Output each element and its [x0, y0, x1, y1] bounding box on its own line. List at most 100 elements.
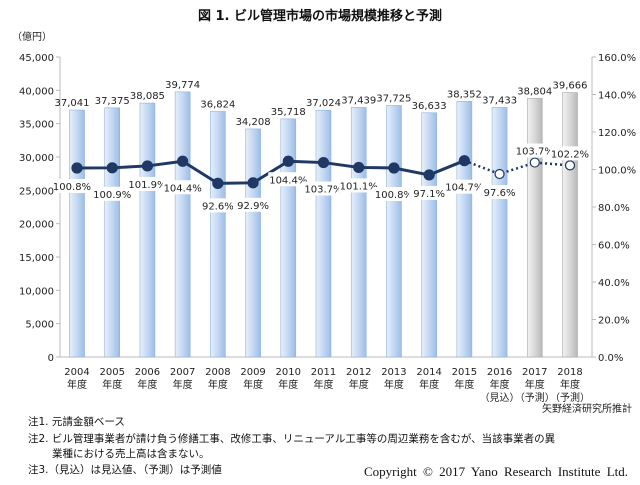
growth-point-2009 [247, 177, 259, 189]
y2-tick-label: 80.0% [598, 203, 630, 214]
growth-point-2006 [141, 160, 154, 172]
y2-tick-label: 140.0% [598, 91, 636, 102]
bar-2013 [386, 105, 402, 358]
growth-point-2014 [423, 169, 435, 181]
label-bg [479, 185, 520, 199]
bar-value-label: 39,774 [165, 80, 200, 91]
bar-value-label: 38,804 [517, 86, 552, 97]
growth-value-label: 97.6% [484, 188, 516, 199]
bar-2008 [210, 111, 226, 358]
x-tick-label: 2009 [240, 367, 265, 378]
label-bg [514, 143, 555, 158]
y-tick-label: 5,000 [25, 320, 54, 331]
bar-value-label: 38,352 [447, 89, 482, 100]
bar-2014 [421, 112, 437, 358]
bar-value-label: 34,208 [236, 117, 271, 128]
growth-value-label: 104.4% [269, 175, 307, 186]
growth-point-2010 [282, 155, 294, 167]
x-tick-suffix: 年度 [419, 378, 439, 391]
y-tick-label: 0 [48, 353, 54, 364]
growth-point-2007 [177, 155, 189, 167]
growth-value-label: 101.9% [128, 180, 166, 191]
growth-value-label: 100.8% [53, 182, 91, 193]
note-2-cont: 業種における売上高は含まない。 [52, 448, 210, 460]
growth-value-label: 101.1% [340, 181, 378, 192]
y2-tick-label: 60.0% [598, 241, 630, 252]
growth-point-2015 [458, 155, 470, 167]
y-tick-label: 45,000 [19, 53, 54, 64]
note-2: 注2. ビル管理事業者が請け負う修繕工事、改修工事、リニューアル工事等の周辺業務… [28, 433, 556, 445]
y-tick-label: 10,000 [19, 286, 54, 297]
x-tick-suffix: 年度 [67, 378, 87, 391]
growth-value-label: 100.9% [93, 190, 131, 201]
y-tick-label: 20,000 [19, 220, 54, 231]
x-tick-suffix: 年度 [454, 378, 474, 391]
x-tick-label: 2004 [64, 367, 89, 378]
x-tick-suffix: 年度 [137, 378, 157, 391]
x-tick-label: 2013 [381, 367, 406, 378]
y2-tick-label: 100.0% [598, 166, 636, 177]
x-tick-label: 2012 [346, 367, 371, 378]
y-tick-label: 35,000 [19, 120, 54, 131]
x-tick-suffix: 年度 [278, 378, 298, 391]
y-tick-label: 15,000 [19, 253, 54, 264]
bar-value-label: 35,718 [271, 107, 306, 118]
copyright: Copyright © 2017 Yano Research Institute… [363, 464, 628, 479]
source-label: 矢野経済研究所推計 [542, 402, 632, 415]
x-tick-note: （予測） [515, 391, 555, 404]
label-bg [268, 172, 309, 187]
x-tick-label: 2011 [311, 367, 336, 378]
x-tick-suffix: 年度 [384, 378, 404, 391]
growth-line-actual [76, 159, 465, 185]
note-3: 注3.（見込）は見込値、（予測）は予測値 [28, 464, 222, 476]
y2-tick-label: 20.0% [598, 316, 630, 327]
bar-2009 [245, 128, 261, 358]
x-tick-suffix: 年度 [525, 378, 545, 391]
growth-point-2005 [106, 162, 118, 174]
label-bg [550, 146, 590, 161]
x-tick-suffix: 年度 [173, 378, 193, 391]
y-tick-label: 30,000 [19, 153, 54, 164]
x-tick-label: 2008 [205, 367, 230, 378]
growth-point-2017 [529, 157, 540, 168]
x-tick-label: 2007 [170, 367, 195, 378]
y2-tick-label: 40.0% [598, 278, 630, 289]
label-bg [303, 181, 344, 196]
bar-2012 [350, 107, 367, 358]
label-bg [409, 185, 450, 200]
growth-value-label: 104.7% [445, 183, 483, 194]
growth-value-label: 103.7% [304, 185, 342, 196]
note-1: 注1. 元請金額ベース [28, 416, 125, 428]
x-tick-label: 2006 [135, 367, 160, 378]
label-bg [162, 180, 203, 195]
x-tick-suffix: 年度 [560, 378, 580, 391]
x-tick-suffix: 年度 [490, 378, 510, 391]
growth-value-label: 97.1% [413, 189, 445, 200]
bar-value-label: 37,725 [376, 94, 411, 105]
bar-value-label: 39,666 [553, 81, 588, 92]
bar-2015 [456, 101, 473, 358]
x-tick-label: 2018 [557, 367, 582, 378]
label-bg [373, 187, 414, 201]
growth-value-label: 100.8% [375, 190, 413, 201]
bar-2004 [69, 109, 85, 358]
x-tick-suffix: 年度 [243, 378, 263, 391]
growth-point-2018 [564, 160, 576, 171]
bar-2016 [491, 107, 508, 358]
y-axis-label: （億円） [12, 30, 52, 43]
chart-title: 図 1. ビル管理市場の市場規模推移と予測 [198, 8, 442, 24]
bar-2018 [562, 92, 578, 358]
growth-point-2013 [388, 162, 400, 174]
bar-2005 [104, 107, 121, 358]
x-tick-suffix: 年度 [208, 378, 228, 391]
bar-2011 [315, 109, 332, 358]
growth-line-forecast [463, 159, 571, 176]
y-tick-label: 25,000 [19, 186, 54, 197]
y-tick-label: 40,000 [19, 86, 54, 97]
label-bg [92, 186, 133, 201]
growth-value-label: 102.2% [551, 149, 589, 160]
label-bg [338, 178, 379, 193]
label-bg [444, 179, 485, 194]
x-tick-label: 2010 [276, 367, 301, 378]
bar-value-label: 38,085 [130, 91, 165, 102]
